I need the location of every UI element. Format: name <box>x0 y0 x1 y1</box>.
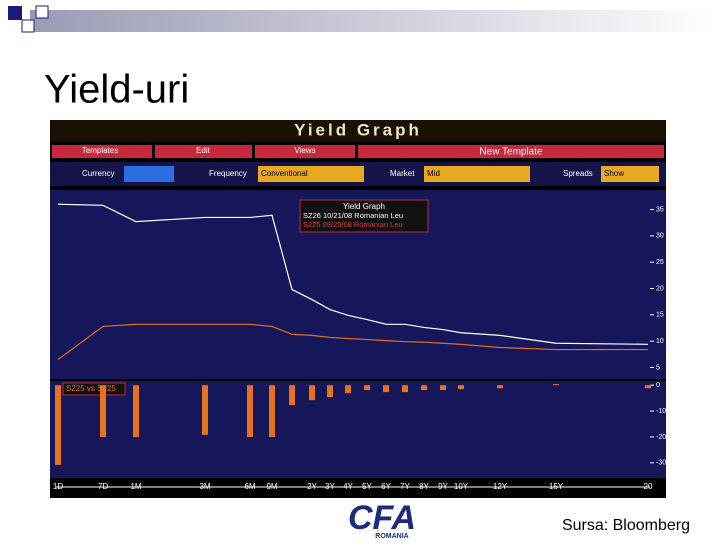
legend-entry: SZ26 10/21/08 Romanian Leu <box>303 211 403 220</box>
y-tick-label: 15 <box>656 312 664 319</box>
x-tick-label: 9M <box>266 482 277 491</box>
x-tick-label: 7D <box>98 482 108 491</box>
field-label: Market <box>390 169 415 178</box>
field-input[interactable] <box>258 166 364 182</box>
tab[interactable] <box>255 145 355 158</box>
tab[interactable] <box>155 145 252 158</box>
terminal-header: Yield Graph <box>294 120 422 139</box>
spread-bar <box>55 385 61 465</box>
y-tick-label: 25 <box>656 259 664 266</box>
y-tick-label: 10 <box>656 338 664 345</box>
tab-label: Views <box>294 146 315 155</box>
terminal-header-bar <box>50 120 666 142</box>
yield-line <box>57 323 648 361</box>
decor <box>35 5 49 19</box>
x-tick-label: 3M <box>199 482 210 491</box>
y-tick-label: 5 <box>656 364 660 371</box>
spread-bar <box>497 385 503 389</box>
legend-entry: S225 09/25/08 Romanian Leu <box>303 220 403 229</box>
spread-bar <box>327 385 333 398</box>
spread-bar <box>402 385 408 393</box>
spread-bar <box>309 385 315 401</box>
spread-bar <box>269 385 275 437</box>
spread-bar <box>247 385 253 437</box>
spread-bar <box>202 385 208 435</box>
spread-bar <box>458 385 464 390</box>
y-tick-label: -30 <box>656 460 666 467</box>
legend-box <box>299 199 429 233</box>
field-value: Mid <box>427 169 440 178</box>
logo: CFA <box>348 499 416 537</box>
spread-bar <box>133 385 139 437</box>
x-tick-label: 20 <box>644 482 653 491</box>
logo-sub: ROMANIA <box>375 533 408 540</box>
field-input[interactable] <box>601 166 659 182</box>
spread-bar <box>345 385 351 394</box>
tab-label: Edit <box>196 146 211 155</box>
x-tick-label: 8Y <box>419 482 429 491</box>
field-input[interactable] <box>424 166 530 182</box>
x-tick-label: 9Y <box>438 482 448 491</box>
spread-bar <box>289 385 295 406</box>
spread-bar <box>364 385 370 391</box>
x-tick-label: 10Y <box>454 482 469 491</box>
plot-area <box>50 190 666 478</box>
y-tick-label: 0 <box>656 382 660 389</box>
x-tick-label: 5Y <box>362 482 372 491</box>
field-input[interactable] <box>124 166 174 182</box>
x-tick-label: 6Y <box>381 482 391 491</box>
field-label: Currency <box>82 169 114 178</box>
y-tick-label: 30 <box>656 233 664 240</box>
x-tick-label: 6M <box>244 482 255 491</box>
field-label: Frequency <box>209 169 247 178</box>
spread-box <box>62 382 126 396</box>
field-value: Conventional <box>261 169 308 178</box>
x-tick-label: 12Y <box>493 482 508 491</box>
yield-line <box>57 203 649 345</box>
x-tick-label: 15Y <box>549 482 564 491</box>
slide-title: Yield-uri <box>44 68 189 112</box>
tab-label: Templates <box>82 146 118 155</box>
spread-bar <box>645 385 651 389</box>
spread-bar <box>553 384 559 386</box>
y-tick-label: 35 <box>656 206 664 213</box>
y-tick-label: -10 <box>656 408 666 415</box>
x-tick-label: 7Y <box>400 482 410 491</box>
source: Sursa: Bloomberg <box>562 517 690 534</box>
decor <box>21 19 35 33</box>
spread-bar <box>421 385 427 391</box>
y-tick-label: -20 <box>656 434 666 441</box>
spread-bar <box>440 385 446 391</box>
spread-label: S225 vs S225 <box>66 384 116 393</box>
x-tick-label: 4Y <box>343 482 353 491</box>
x-tick-label: 2Y <box>307 482 317 491</box>
legend-title: Yield Graph <box>343 202 385 211</box>
spread-bar <box>383 385 389 393</box>
spread-bar <box>100 385 106 437</box>
decor-bar <box>30 10 720 32</box>
x-axis-strip <box>50 478 666 498</box>
tab[interactable] <box>52 145 152 158</box>
field-label: Spreads <box>563 169 593 178</box>
field-value: Show <box>604 169 624 178</box>
tab[interactable] <box>358 145 664 158</box>
tab-label: New Template <box>479 147 543 158</box>
x-tick-label: 1D <box>53 482 63 491</box>
x-tick-label: 3Y <box>325 482 335 491</box>
decor <box>8 6 22 20</box>
y-tick-label: 20 <box>656 285 664 292</box>
x-tick-label: 1M <box>130 482 141 491</box>
